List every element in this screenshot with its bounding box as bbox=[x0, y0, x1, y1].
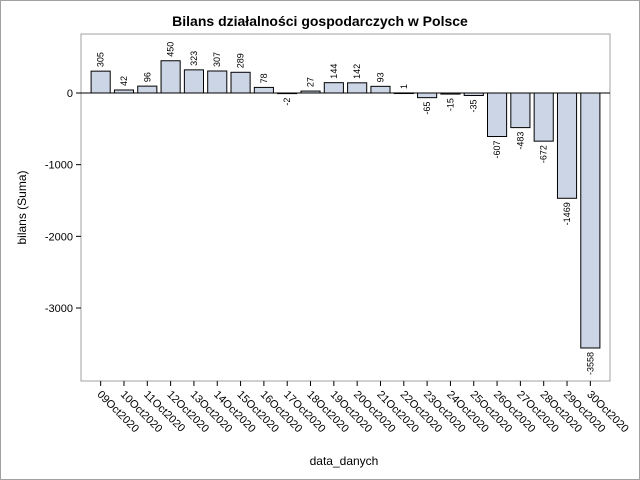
bar bbox=[137, 85, 158, 94]
data-label: -607 bbox=[492, 141, 502, 159]
bar bbox=[207, 70, 228, 94]
data-label: -483 bbox=[515, 132, 525, 150]
plot-area bbox=[80, 33, 611, 382]
data-labels: 305 42 96 450 323 307 289 78 -2 27 144 142 93 1 -65 -15… bbox=[96, 42, 596, 375]
data-label: 42 bbox=[119, 76, 129, 86]
bar bbox=[160, 60, 181, 94]
data-label: 450 bbox=[166, 42, 176, 57]
bar bbox=[90, 70, 111, 94]
data-label: 142 bbox=[352, 64, 362, 79]
chart-title: Bilans działalności gospodarczych w Pols… bbox=[172, 13, 468, 29]
data-label: 96 bbox=[142, 72, 152, 82]
data-label: 289 bbox=[236, 53, 246, 68]
bar bbox=[183, 69, 204, 94]
data-label: -2 bbox=[282, 98, 292, 106]
data-label: 307 bbox=[212, 52, 222, 67]
bar bbox=[487, 92, 508, 138]
bar bbox=[230, 71, 251, 94]
data-label: 144 bbox=[329, 64, 339, 79]
data-label: -1469 bbox=[562, 202, 572, 225]
bar bbox=[370, 85, 391, 94]
y-tick-label: -1000 bbox=[45, 160, 73, 172]
data-label: -672 bbox=[539, 145, 549, 163]
y-tick-label: -2000 bbox=[45, 231, 73, 243]
data-label: 27 bbox=[306, 77, 316, 87]
bars bbox=[81, 60, 610, 349]
data-label: 305 bbox=[96, 52, 106, 67]
data-label: 78 bbox=[259, 73, 269, 83]
data-label: 1 bbox=[399, 84, 409, 89]
bar bbox=[556, 92, 578, 199]
bar bbox=[580, 92, 601, 349]
data-label: 323 bbox=[189, 51, 199, 66]
data-label: -65 bbox=[422, 102, 432, 115]
y-tick-label: -3000 bbox=[45, 303, 73, 315]
bar bbox=[347, 82, 368, 94]
bar bbox=[510, 92, 531, 129]
data-label: -3558 bbox=[585, 352, 595, 375]
bar bbox=[323, 82, 344, 94]
data-label: -35 bbox=[469, 100, 479, 113]
y-axis: 0 -1000 -2000 -3000 bbox=[45, 88, 81, 315]
bar bbox=[253, 86, 274, 94]
bar bbox=[533, 92, 554, 142]
data-label: -15 bbox=[445, 98, 455, 111]
x-axis-label: data_danych bbox=[310, 454, 379, 468]
y-tick-label: 0 bbox=[67, 88, 73, 100]
bar bbox=[417, 92, 438, 99]
y-axis-label: bilans (Suma) bbox=[15, 170, 29, 244]
data-label: 93 bbox=[375, 72, 385, 82]
x-axis: 09Oct202010Oct202011Oct202012Oct202013Oc… bbox=[95, 381, 631, 435]
